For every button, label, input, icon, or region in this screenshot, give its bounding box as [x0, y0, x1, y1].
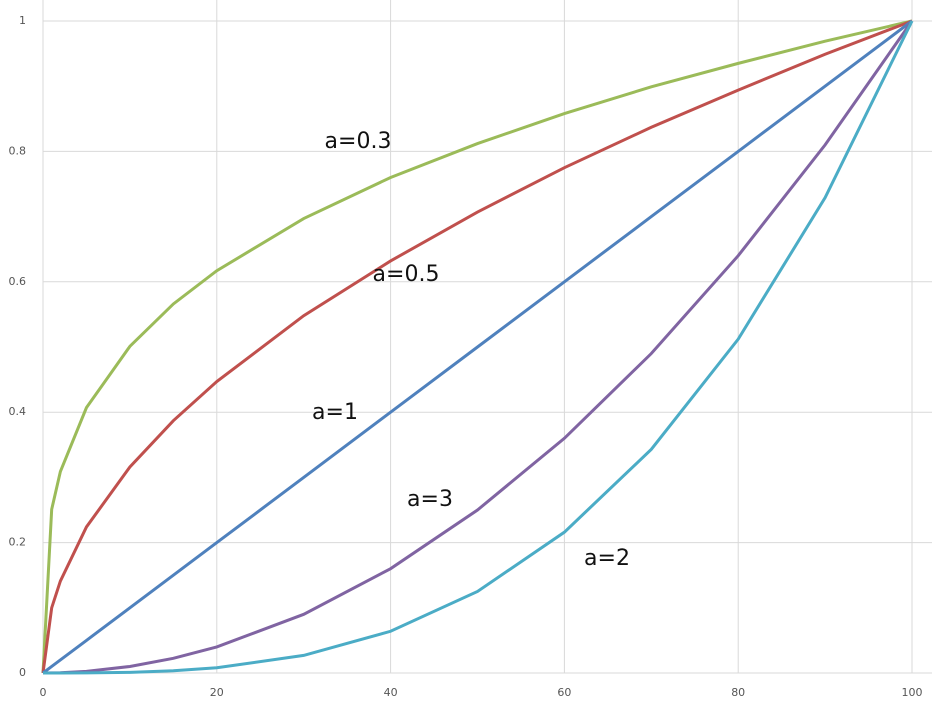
series-label: a=0.3 — [325, 129, 392, 154]
series-label: a=0.5 — [373, 262, 440, 287]
y-tick-label: 0.8 — [9, 144, 27, 157]
y-tick-label: 0 — [19, 666, 26, 679]
series-line — [41, 19, 913, 674]
x-tick-label: 60 — [557, 686, 571, 699]
series-line — [41, 19, 913, 674]
y-tick-label: 0.2 — [9, 536, 27, 549]
x-tick-label: 0 — [40, 686, 47, 699]
x-tick-label: 100 — [902, 686, 923, 699]
series-label: a=1 — [312, 400, 358, 425]
x-tick-label: 40 — [384, 686, 398, 699]
y-tick-label: 1 — [19, 14, 26, 27]
series-line — [42, 20, 914, 675]
series-line — [42, 19, 913, 675]
series-label: a=2 — [584, 546, 630, 571]
x-tick-label: 80 — [731, 686, 745, 699]
x-tick-label: 20 — [210, 686, 224, 699]
y-tick-label: 0.6 — [9, 275, 27, 288]
y-tick-label: 0.4 — [9, 405, 27, 418]
series-label: a=3 — [407, 487, 453, 512]
